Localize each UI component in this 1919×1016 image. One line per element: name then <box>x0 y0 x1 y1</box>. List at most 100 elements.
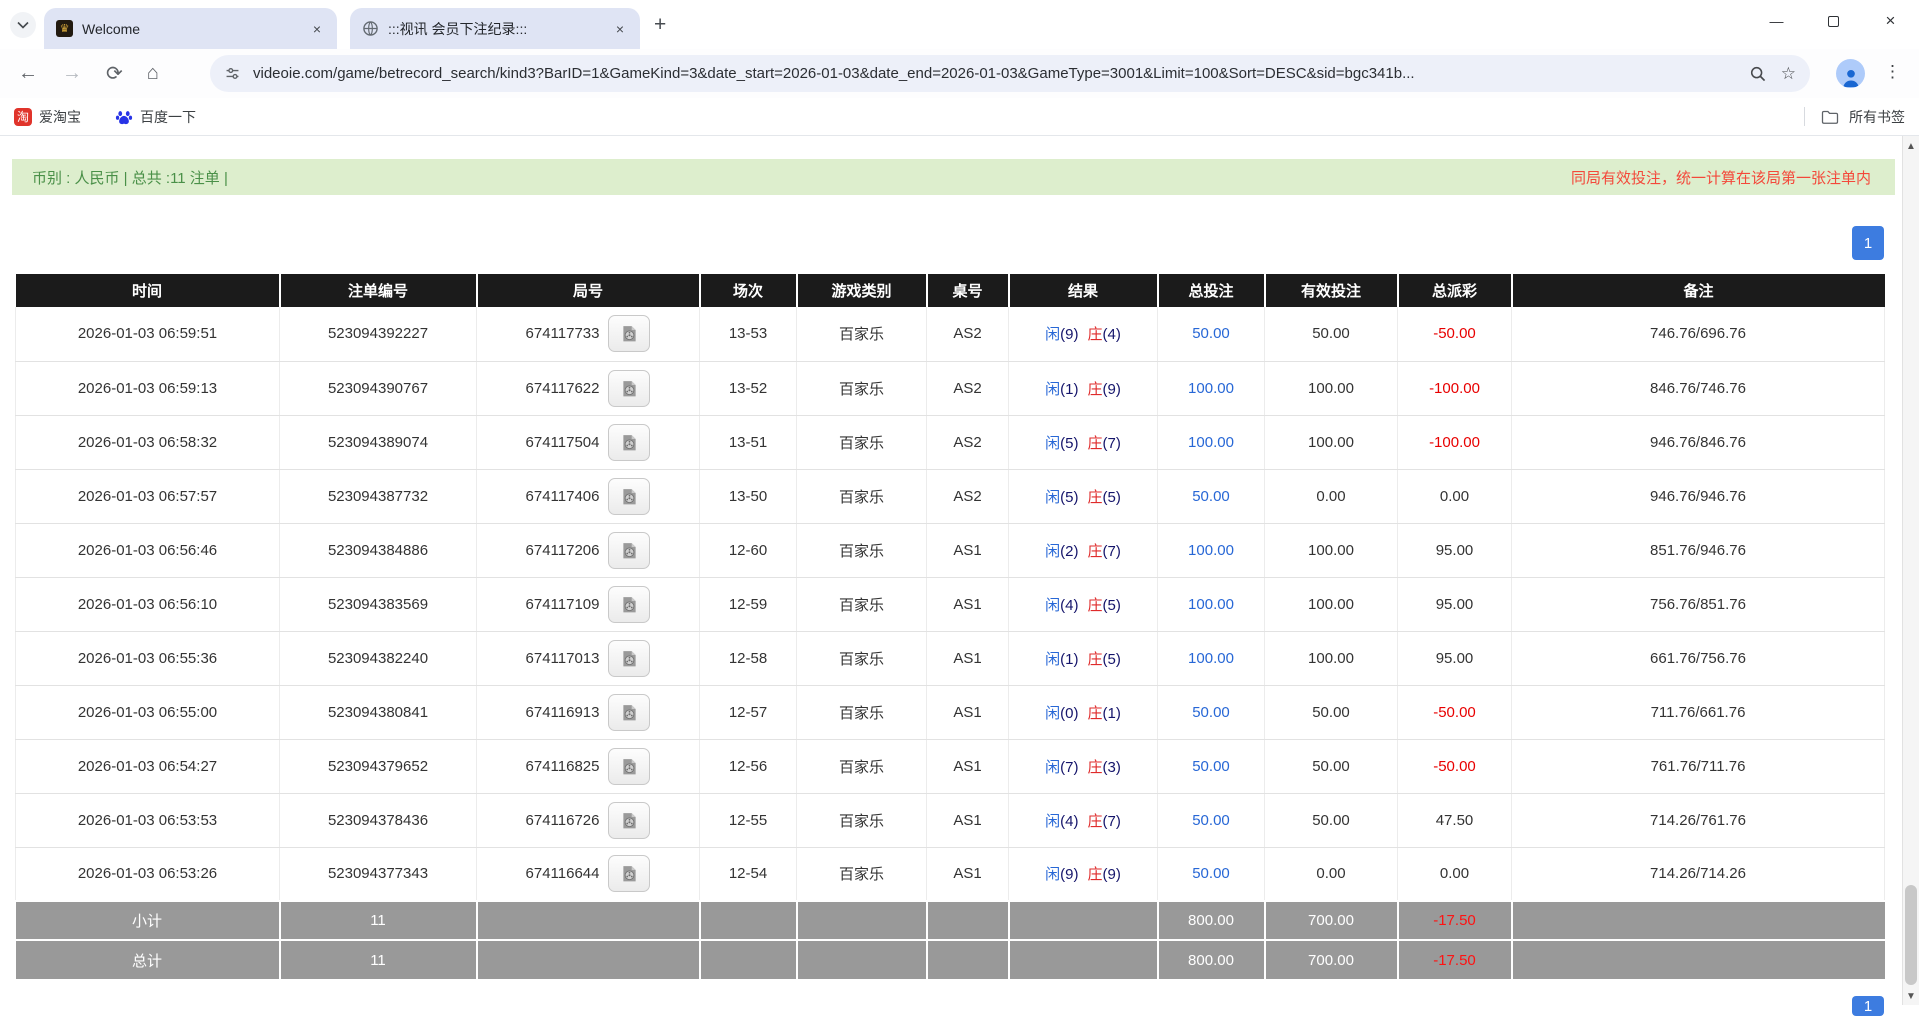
summary-empty-cell <box>1511 939 1885 979</box>
bookmark-star-icon[interactable]: ☆ <box>1780 63 1796 83</box>
scroll-up-icon[interactable]: ▲ <box>1906 141 1916 152</box>
table-header-row: 时间 注单编号 局号 场次 游戏类别 桌号 结果 总投注 有效投注 总派彩 备注 <box>15 274 1885 307</box>
result-player-label: 闲 <box>1045 650 1061 668</box>
result-banker-label: 庄 <box>1087 380 1103 398</box>
scrollbar-thumb[interactable] <box>1905 885 1917 985</box>
tab-title: :::视讯 会员下注纪录::: <box>388 20 528 37</box>
home-icon[interactable]: ⌂ <box>146 62 159 84</box>
video-replay-button[interactable] <box>608 423 651 461</box>
cell-session: 12-57 <box>699 685 797 740</box>
cell-total-bet: 100.00 <box>1157 415 1265 470</box>
vertical-scrollbar[interactable]: ▲ ▼ <box>1902 136 1919 1005</box>
subtotal-label: 小计 <box>15 900 281 940</box>
tab-search-button[interactable] <box>10 12 36 38</box>
cell-round-id: 674116825 <box>476 739 700 794</box>
cell-total-bet: 50.00 <box>1157 307 1265 362</box>
reload-icon[interactable]: ⟳ <box>106 63 123 85</box>
cell-valid-bet: 0.00 <box>1264 847 1398 902</box>
round-id-value: 674117733 <box>525 325 600 343</box>
cell-result: 闲(9) 庄(4) <box>1008 307 1158 362</box>
video-replay-button[interactable] <box>608 315 651 353</box>
profile-avatar[interactable] <box>1836 59 1865 88</box>
result-banker-points: (5) <box>1102 650 1121 668</box>
cell-note: 711.76/661.76 <box>1511 685 1885 740</box>
film-reel-icon <box>623 596 636 612</box>
cell-valid-bet: 100.00 <box>1264 577 1398 632</box>
cell-session: 13-53 <box>699 307 797 362</box>
site-settings-icon[interactable] <box>224 65 241 82</box>
grand-total-row: 总计 11 800.00 700.00 -17.50 <box>15 939 1885 979</box>
tab-welcome[interactable]: ♛ Welcome × <box>44 8 337 49</box>
close-window-button[interactable]: × <box>1885 11 1896 30</box>
round-id-value: 674116825 <box>525 757 600 775</box>
video-replay-button[interactable] <box>608 531 651 569</box>
tab-close-icon[interactable]: × <box>312 20 321 37</box>
all-bookmarks[interactable]: 所有书签 <box>1804 107 1905 127</box>
url-text[interactable]: videoie.com/game/betrecord_search/kind3?… <box>253 65 1415 82</box>
summary-empty-cell <box>699 900 798 940</box>
cell-total-bet: 100.00 <box>1157 361 1265 416</box>
result-banker-points: (5) <box>1102 488 1121 506</box>
col-header-round-id: 局号 <box>476 274 701 307</box>
summary-empty-cell <box>1008 900 1159 940</box>
bookmark-baidu[interactable]: 百度一下 <box>115 107 196 127</box>
result-banker-label: 庄 <box>1087 542 1103 560</box>
cell-time: 2026-01-03 06:53:26 <box>15 847 280 902</box>
cell-total-bet: 100.00 <box>1157 631 1265 686</box>
video-replay-button[interactable] <box>608 693 651 731</box>
cell-result: 闲(1) 庄(5) <box>1008 631 1158 686</box>
scroll-down-icon[interactable]: ▼ <box>1906 991 1916 1002</box>
cell-round-id: 674117504 <box>476 415 700 470</box>
bookmark-label: 百度一下 <box>140 108 196 125</box>
cell-note: 756.76/851.76 <box>1511 577 1885 632</box>
cell-time: 2026-01-03 06:54:27 <box>15 739 280 794</box>
cell-round-id: 674116726 <box>476 793 700 848</box>
video-replay-button[interactable] <box>608 639 651 677</box>
cell-game-type: 百家乐 <box>796 685 927 740</box>
new-tab-button[interactable]: + <box>654 13 667 36</box>
video-replay-button[interactable] <box>608 369 651 407</box>
video-replay-button[interactable] <box>608 801 651 839</box>
menu-kebab-icon[interactable]: ⋮ <box>1884 62 1901 81</box>
video-replay-button[interactable] <box>608 477 651 515</box>
currency-info-bar: 币别 : 人民币 | 总共 :11 注单 | 同局有效投注，统一计算在该局第一张… <box>12 159 1895 195</box>
cell-table-no: AS1 <box>926 847 1009 902</box>
cell-valid-bet: 50.00 <box>1264 793 1398 848</box>
cell-round-id: 674117733 <box>476 307 700 362</box>
cell-session: 12-58 <box>699 631 797 686</box>
cell-payout: 95.00 <box>1397 577 1512 632</box>
back-icon[interactable]: ← <box>18 62 38 84</box>
table-row: 2026-01-03 06:58:32 523094389074 6741175… <box>15 415 1885 470</box>
address-bar[interactable]: videoie.com/game/betrecord_search/kind3?… <box>210 55 1810 92</box>
summary-empty-cell <box>1008 939 1159 979</box>
forward-icon[interactable]: → <box>62 62 82 84</box>
result-banker-label: 庄 <box>1087 434 1103 452</box>
video-replay-button[interactable] <box>608 585 651 623</box>
zoom-magnifier-icon[interactable] <box>1749 65 1767 83</box>
cell-table-no: AS1 <box>926 739 1009 794</box>
tab-bet-records[interactable]: :::视讯 会员下注纪录::: × <box>350 8 640 49</box>
cell-result: 闲(5) 庄(5) <box>1008 469 1158 524</box>
pagination-page-1-button[interactable]: 1 <box>1852 226 1884 260</box>
round-id-value: 674116913 <box>525 703 600 721</box>
film-reel-icon <box>623 758 636 774</box>
cell-bet-id: 523094380841 <box>279 685 477 740</box>
pagination-bottom-page-1-button[interactable]: 1 <box>1852 996 1884 1016</box>
cell-note: 746.76/696.76 <box>1511 307 1885 362</box>
film-reel-icon <box>623 380 636 396</box>
minimize-button[interactable]: — <box>1769 13 1784 29</box>
bookmark-aitaobao[interactable]: 淘 爱淘宝 <box>14 107 81 127</box>
cell-game-type: 百家乐 <box>796 577 927 632</box>
tab-close-icon[interactable]: × <box>615 20 624 37</box>
col-header-session: 场次 <box>699 274 798 307</box>
cell-payout: -50.00 <box>1397 685 1512 740</box>
video-replay-button[interactable] <box>608 855 651 893</box>
cell-table-no: AS1 <box>926 793 1009 848</box>
cell-bet-id: 523094387732 <box>279 469 477 524</box>
cell-result: 闲(7) 庄(3) <box>1008 739 1158 794</box>
result-player-points: (0) <box>1060 704 1079 722</box>
cell-note: 761.76/711.76 <box>1511 739 1885 794</box>
table-row: 2026-01-03 06:59:51 523094392227 6741177… <box>15 307 1885 362</box>
maximize-button[interactable] <box>1805 0 1862 42</box>
video-replay-button[interactable] <box>608 747 651 785</box>
